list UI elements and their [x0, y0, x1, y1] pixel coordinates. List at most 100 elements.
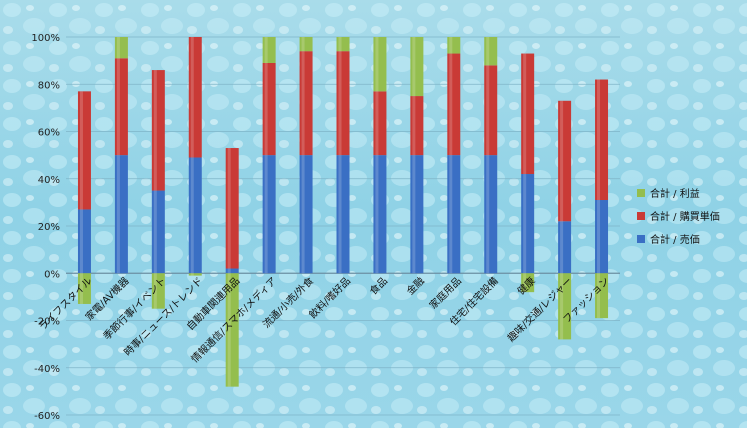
bar-sell-price-highlight [153, 190, 157, 274]
bar-sell-price [521, 174, 535, 274]
bar-profit-highlight [190, 273, 194, 276]
bar-sell-price [188, 157, 202, 274]
bar-sell-price-highlight [486, 155, 490, 274]
y-tick-label: -60% [34, 411, 60, 422]
bar-profit [447, 37, 461, 54]
bar-unit-price-highlight [560, 100, 564, 222]
bar-sell-price-highlight [338, 155, 342, 274]
bar-unit-price-highlight [264, 62, 268, 156]
bar-profit [336, 37, 350, 52]
y-tick-label: 80% [38, 80, 60, 91]
bar-profit-highlight [523, 273, 527, 293]
legend-swatch [637, 235, 645, 243]
bar-sell-price [336, 155, 350, 274]
y-tick-label: 40% [38, 175, 60, 186]
y-axis: 100% 80% 60% 40% 20% 0% -20% -40% -60% [31, 33, 60, 422]
bar-sell-price-highlight [412, 155, 416, 274]
bar-sell-price [151, 190, 165, 274]
bar-unit-price [188, 37, 202, 158]
bar-unit-price [484, 65, 498, 156]
bar-sell-price [484, 155, 498, 274]
bar-unit-price [447, 53, 461, 156]
bar-sell-price-highlight [116, 155, 120, 274]
bar-profit-highlight [560, 273, 564, 340]
y-tick-label: 60% [38, 128, 60, 139]
bars [77, 37, 609, 387]
bar-profit [188, 273, 202, 276]
bar-profit [558, 273, 572, 340]
bar-sell-price-highlight [301, 155, 305, 274]
bar-sell-price-highlight [190, 157, 194, 274]
bar-unit-price [373, 91, 387, 156]
bar-unit-price-highlight [153, 70, 157, 191]
bar-sell-price-highlight [449, 155, 453, 274]
bar-unit-price [262, 62, 276, 156]
y-tick-label: 100% [31, 33, 60, 44]
legend-label: 合計 / 売価 [650, 233, 700, 246]
bar-sell-price [373, 155, 387, 274]
bar-sell-price-highlight [79, 209, 83, 274]
bar-sell-price-highlight [264, 155, 268, 274]
bar-profit-highlight [412, 37, 416, 97]
y-tick-label: -40% [34, 364, 60, 375]
bar-profit [521, 273, 535, 293]
bar-profit [595, 273, 609, 319]
bar-profit [484, 37, 498, 66]
bar-sell-price [114, 155, 128, 274]
y-tick-label: -20% [34, 317, 60, 328]
bar-profit-highlight [449, 37, 453, 54]
bar-sell-price [410, 155, 424, 274]
legend-label: 合計 / 購買単価 [650, 210, 720, 223]
bar-sell-price [558, 221, 572, 274]
bar-profit [114, 37, 128, 59]
bar-unit-price [595, 79, 609, 201]
bar-sell-price [225, 268, 239, 274]
bar-unit-price [77, 91, 91, 210]
bar-profit [410, 37, 424, 97]
y-tick-label: 0% [44, 269, 60, 280]
bar-sell-price-highlight [597, 200, 601, 274]
bar-profit-highlight [79, 273, 83, 304]
bar-unit-price-highlight [227, 148, 231, 269]
bar-profit-highlight [486, 37, 490, 66]
bar-unit-price [558, 100, 572, 222]
bar-unit-price [336, 51, 350, 156]
bar-unit-price-highlight [523, 53, 527, 175]
bar-unit-price-highlight [597, 79, 601, 201]
bar-profit-highlight [264, 37, 268, 63]
bar-sell-price [77, 209, 91, 274]
legend-swatch [637, 189, 645, 197]
bar-sell-price-highlight [560, 221, 564, 274]
bar-profit [151, 273, 165, 309]
bar-profit [299, 37, 313, 52]
bar-unit-price [521, 53, 535, 175]
bar-unit-price-highlight [449, 53, 453, 156]
bar-unit-price [299, 51, 313, 156]
bar-sell-price-highlight [227, 268, 231, 274]
bar-profit-highlight [227, 273, 231, 387]
bar-profit [373, 37, 387, 92]
bar-sell-price [299, 155, 313, 274]
bar-profit-highlight [375, 37, 379, 92]
legend-swatch [637, 212, 645, 220]
bar-profit [77, 273, 91, 304]
legend-label: 合計 / 利益 [650, 187, 700, 200]
bar-unit-price [225, 148, 239, 269]
bar-sell-price-highlight [375, 155, 379, 274]
bar-unit-price-highlight [301, 51, 305, 156]
bar-sell-price-highlight [523, 174, 527, 274]
bar-unit-price-highlight [486, 65, 490, 156]
bar-unit-price-highlight [412, 96, 416, 156]
bar-sell-price [447, 155, 461, 274]
bar-profit [262, 37, 276, 63]
bar-profit-highlight [301, 37, 305, 52]
bar-unit-price-highlight [375, 91, 379, 156]
bar-unit-price-highlight [190, 37, 194, 158]
bar-profit-highlight [153, 273, 157, 309]
bar-unit-price-highlight [116, 58, 120, 156]
bar-profit [225, 273, 239, 387]
bar-profit-highlight [116, 37, 120, 59]
bar-sell-price [262, 155, 276, 274]
